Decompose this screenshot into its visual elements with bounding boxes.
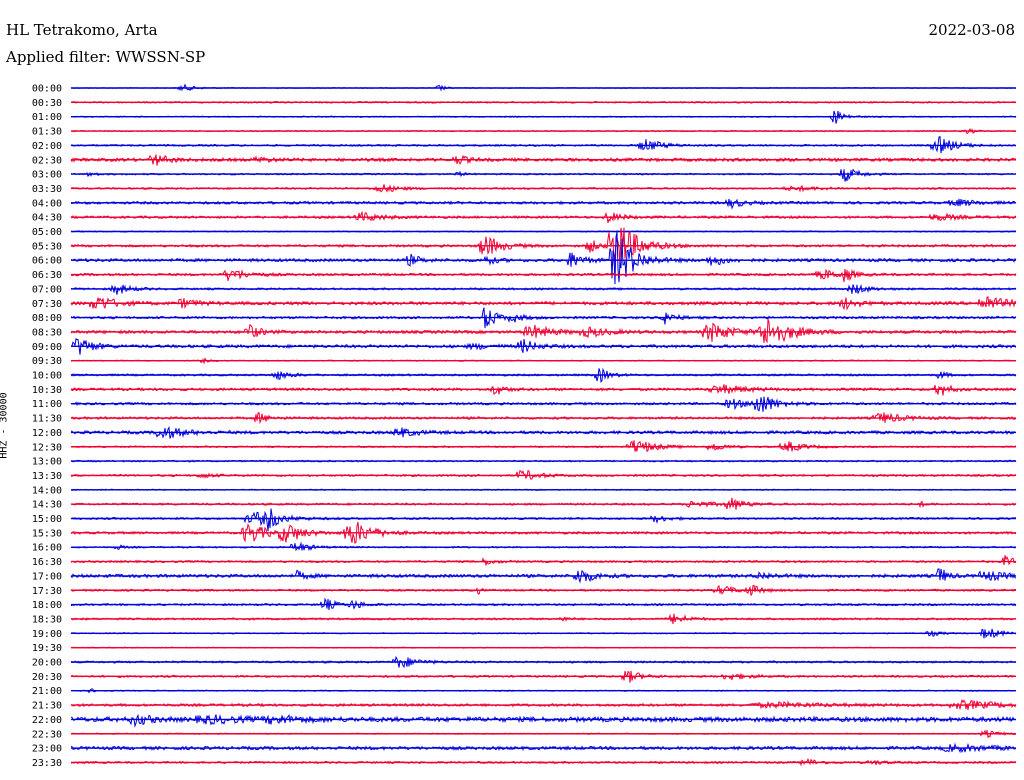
time-label-1200: 12:00 <box>32 428 62 439</box>
time-label-1600: 16:00 <box>32 543 62 554</box>
time-label-0230: 02:30 <box>32 155 62 166</box>
time-label-0900: 09:00 <box>32 342 62 353</box>
time-label-2230: 22:30 <box>32 729 62 740</box>
time-label-0300: 03:00 <box>32 170 62 181</box>
time-label-1830: 18:30 <box>32 614 62 625</box>
station-title: HL Tetrakomo, Arta <box>6 21 158 39</box>
filter-label: Applied filter: WWSSN-SP <box>6 48 206 66</box>
trace-0600 <box>70 231 1017 285</box>
trace-0300 <box>70 168 1017 182</box>
time-label-1530: 15:30 <box>32 528 62 539</box>
time-label-0830: 08:30 <box>32 327 62 338</box>
trace-0530 <box>70 227 1017 269</box>
time-label-0130: 01:30 <box>32 127 62 138</box>
time-label-2130: 21:30 <box>32 701 62 712</box>
time-label-1500: 15:00 <box>32 514 62 525</box>
trace-1230 <box>70 440 1017 453</box>
time-label-0400: 04:00 <box>32 198 62 209</box>
time-label-1030: 10:30 <box>32 385 62 396</box>
time-label-1000: 10:00 <box>32 371 62 382</box>
date-label: 2022-03-08 <box>928 21 1015 39</box>
time-label-0600: 06:00 <box>32 256 62 267</box>
trace-2200 <box>70 713 1017 728</box>
time-label-1700: 17:00 <box>32 571 62 582</box>
trace-1500 <box>70 508 1017 532</box>
time-label-0730: 07:30 <box>32 299 62 310</box>
trace-0630 <box>70 268 1017 283</box>
seismic-traces <box>70 83 1017 767</box>
time-label-1330: 13:30 <box>32 471 62 482</box>
time-label-0100: 01:00 <box>32 112 62 123</box>
time-label-0430: 04:30 <box>32 213 62 224</box>
time-label-2330: 23:30 <box>32 758 62 769</box>
time-label-1230: 12:30 <box>32 442 62 453</box>
time-label-2000: 20:00 <box>32 658 62 669</box>
time-label-1630: 16:30 <box>32 557 62 568</box>
time-label-2200: 22:00 <box>32 715 62 726</box>
trace-1630 <box>70 555 1017 567</box>
time-label-1300: 13:00 <box>32 457 62 468</box>
time-label-1130: 11:30 <box>32 414 62 425</box>
time-label-0700: 07:00 <box>32 284 62 295</box>
time-label-0630: 06:30 <box>32 270 62 281</box>
time-label-0930: 09:30 <box>32 356 62 367</box>
time-label-1730: 17:30 <box>32 586 62 597</box>
time-label-1430: 14:30 <box>32 500 62 511</box>
time-label-0500: 05:00 <box>32 227 62 238</box>
time-label-0200: 02:00 <box>32 141 62 152</box>
time-label-1900: 19:00 <box>32 629 62 640</box>
time-label-2100: 21:00 <box>32 686 62 697</box>
time-label-0800: 08:00 <box>32 313 62 324</box>
time-label-0030: 00:30 <box>32 98 62 109</box>
time-label-1800: 18:00 <box>32 600 62 611</box>
time-label-0530: 05:30 <box>32 241 62 252</box>
time-label-0000: 00:00 <box>32 84 62 95</box>
time-label-1100: 11:00 <box>32 399 62 410</box>
time-label-1400: 14:00 <box>32 485 62 496</box>
chart-header: HL Tetrakomo, Arta Applied filter: WWSSN… <box>6 20 205 67</box>
time-label-2300: 23:00 <box>32 744 62 755</box>
time-tick-labels: 00:00 00:30 01:00 01:30 02:00 02:30 03:00 03:30… <box>32 84 62 769</box>
time-label-2030: 20:30 <box>32 672 62 683</box>
time-label-0330: 03:30 <box>32 184 62 195</box>
trace-0830 <box>70 319 1017 344</box>
time-label-1930: 19:30 <box>32 643 62 654</box>
